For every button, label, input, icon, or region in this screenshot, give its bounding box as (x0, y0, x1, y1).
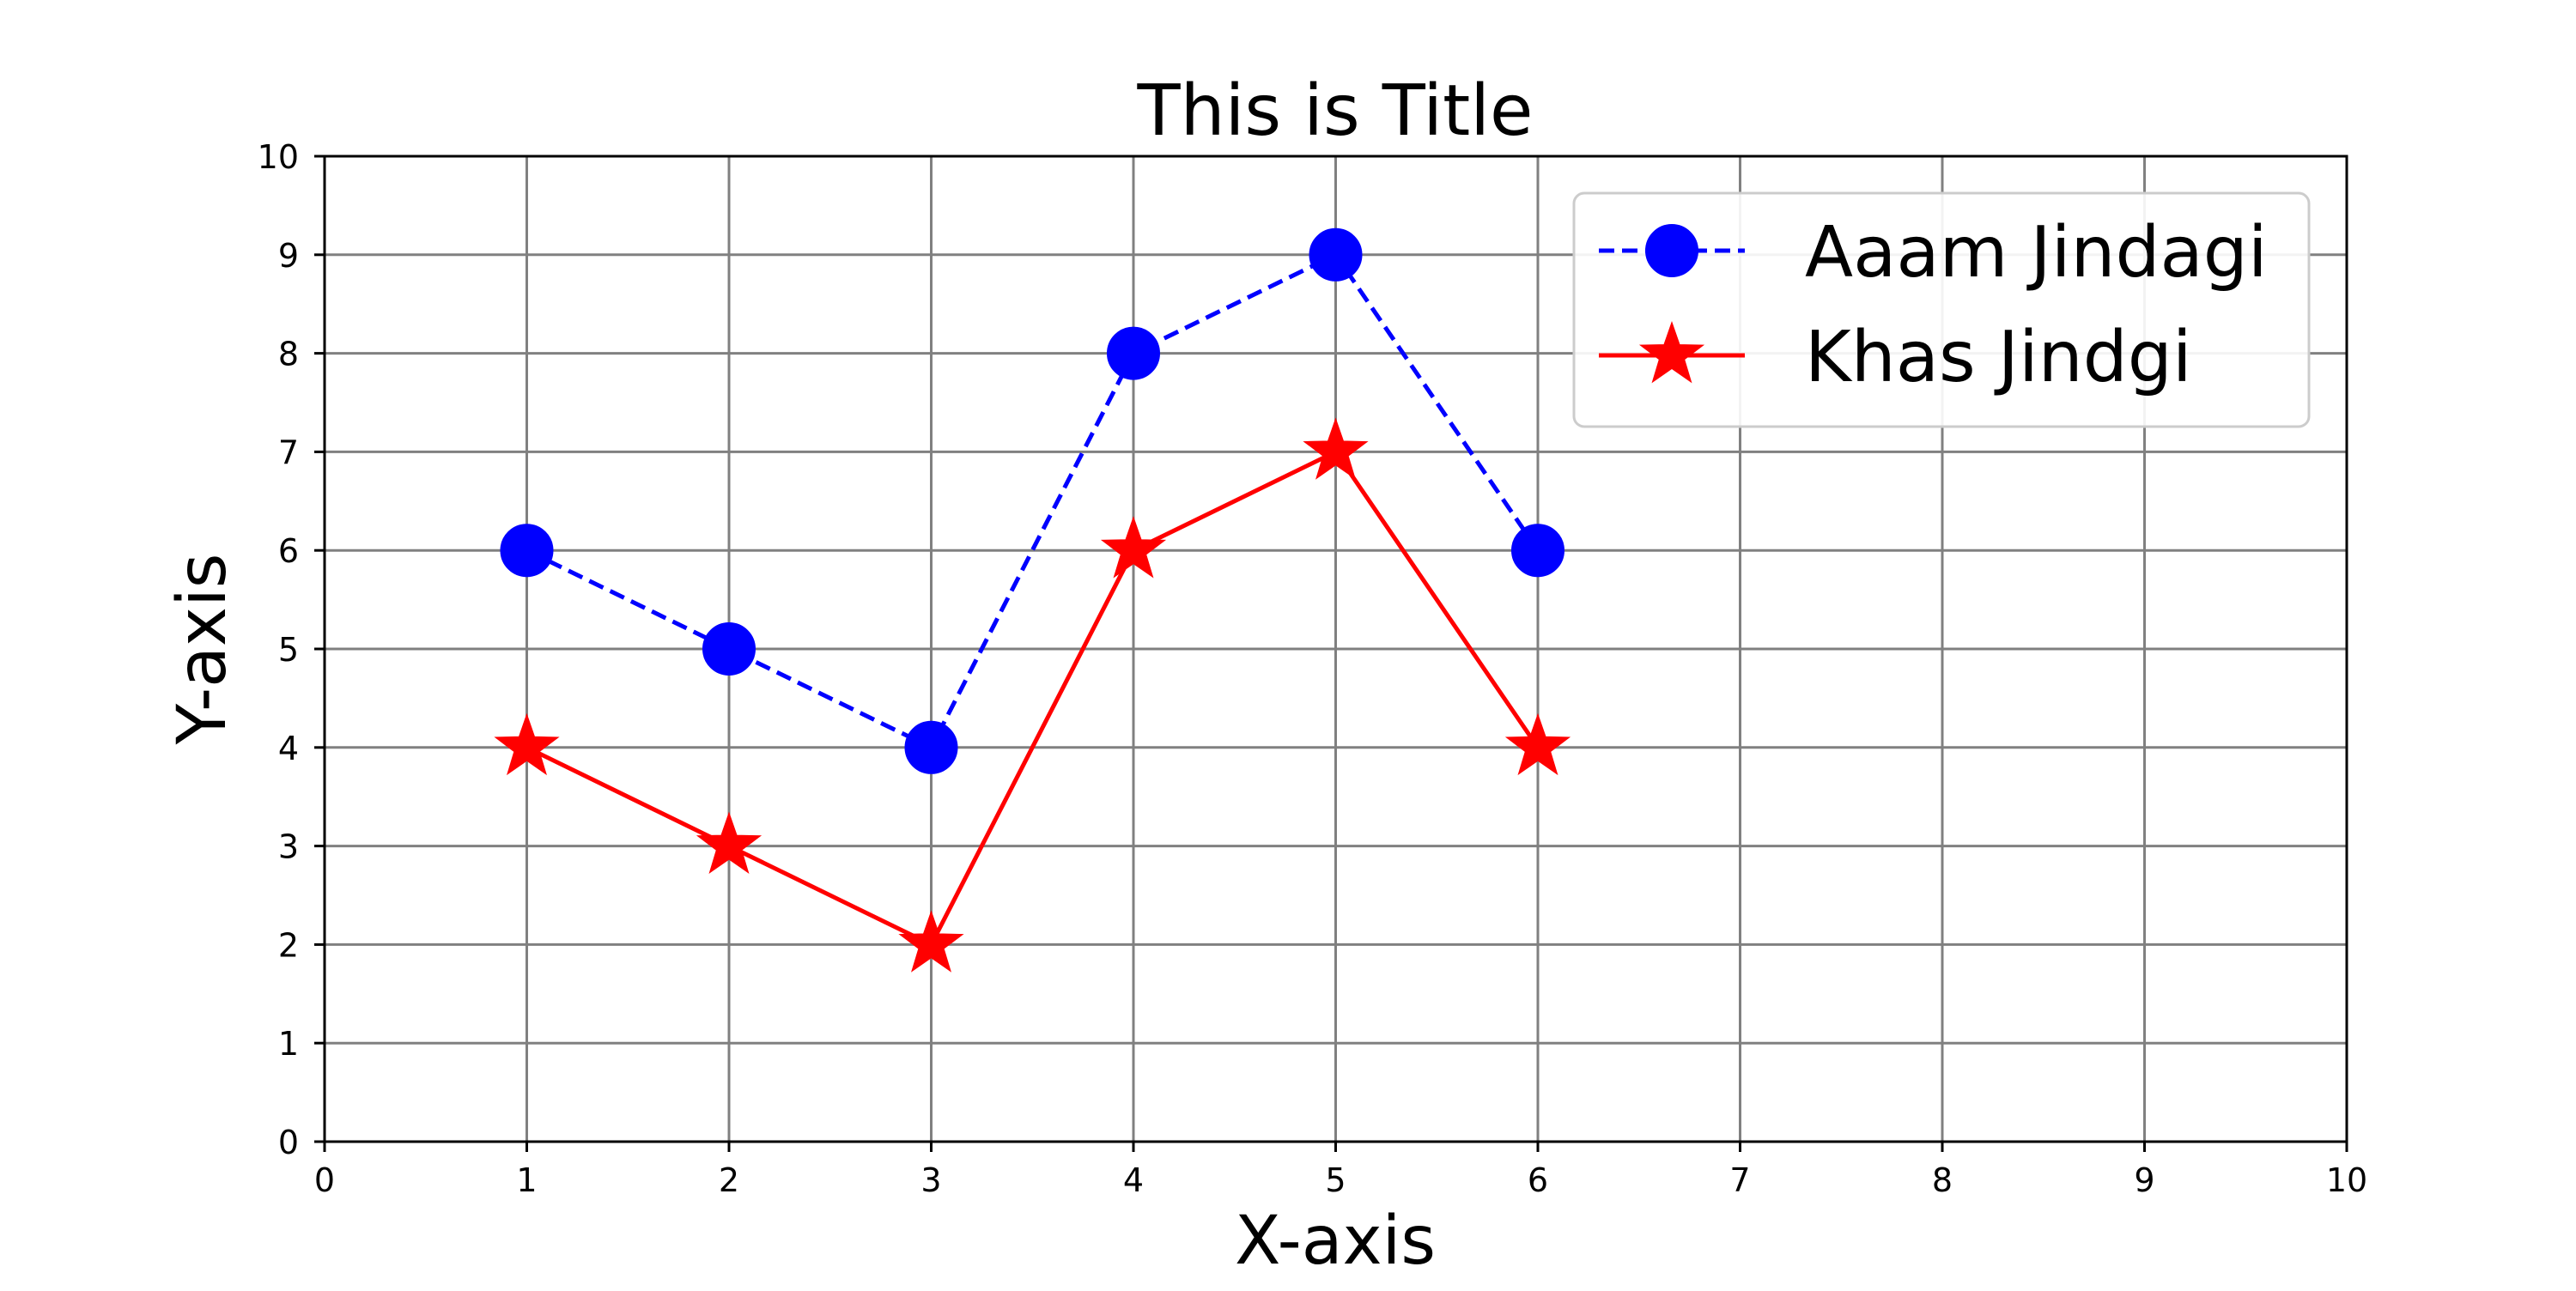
y-tick-label: 2 (278, 926, 299, 964)
tick-layer: 0 1 2 3 4 5 6 7 8 9 10 0 1 2 3 4 5 6 7 8 9 10 (258, 138, 2368, 1199)
y-tick-label: 6 (278, 532, 299, 570)
y-tick-label: 7 (278, 433, 299, 471)
x-tick-label: 0 (314, 1161, 335, 1199)
data-point (696, 811, 762, 874)
data-point (898, 910, 964, 973)
legend-marker-khas-jindgi (1638, 320, 1705, 384)
data-point (702, 622, 756, 676)
data-point (1504, 712, 1571, 776)
x-tick-label: 5 (1325, 1161, 1346, 1199)
data-point (494, 712, 560, 776)
legend-label-khas-jindgi: Khas Jindgi (1805, 317, 2192, 398)
x-tick-label: 4 (1123, 1161, 1144, 1199)
x-tick-label: 7 (1729, 1161, 1750, 1199)
legend: Aaam Jindagi Khas Jindgi (1572, 191, 2311, 428)
series-khas-jindgi (494, 417, 1571, 973)
y-tick-label: 1 (278, 1025, 299, 1063)
series-layer (494, 227, 1571, 973)
legend-entry-aaam-jindagi: Aaam Jindagi (1599, 212, 2268, 294)
data-point (1100, 516, 1167, 579)
y-tick-label: 10 (258, 138, 299, 176)
series-line-aaam-jindagi (526, 252, 1540, 750)
chart-title: This is Title (1137, 70, 1534, 152)
y-tick-label: 9 (278, 237, 299, 275)
x-tick-label: 6 (1528, 1161, 1548, 1199)
y-tick-label: 5 (278, 631, 299, 669)
series-line-khas-jindgi (526, 449, 1540, 947)
y-tick-label: 8 (278, 336, 299, 373)
legend-label-aaam-jindagi: Aaam Jindagi (1805, 212, 2268, 294)
y-axis-label: Y-axis (164, 554, 241, 746)
y-tick-label: 4 (278, 730, 299, 767)
x-tick-label: 3 (920, 1161, 941, 1199)
data-point (1309, 227, 1363, 282)
legend-marker-aaam-jindagi (1645, 224, 1698, 277)
x-tick-label: 10 (2326, 1161, 2367, 1199)
x-axis-label: X-axis (1235, 1203, 1436, 1280)
data-point (1511, 524, 1564, 578)
legend-box (1572, 191, 2311, 428)
series-aaam-jindagi (500, 227, 1564, 774)
data-point (500, 524, 554, 578)
data-point (1107, 326, 1160, 380)
x-tick-label: 2 (719, 1161, 739, 1199)
y-tick-label: 3 (278, 828, 299, 866)
y-tick-label: 0 (278, 1124, 299, 1161)
data-point (1303, 417, 1369, 480)
x-tick-label: 8 (1932, 1161, 1953, 1199)
legend-entry-khas-jindgi: Khas Jindgi (1599, 317, 2192, 398)
x-tick-label: 9 (2134, 1161, 2154, 1199)
x-tick-label: 1 (516, 1161, 537, 1199)
data-point (904, 720, 958, 774)
